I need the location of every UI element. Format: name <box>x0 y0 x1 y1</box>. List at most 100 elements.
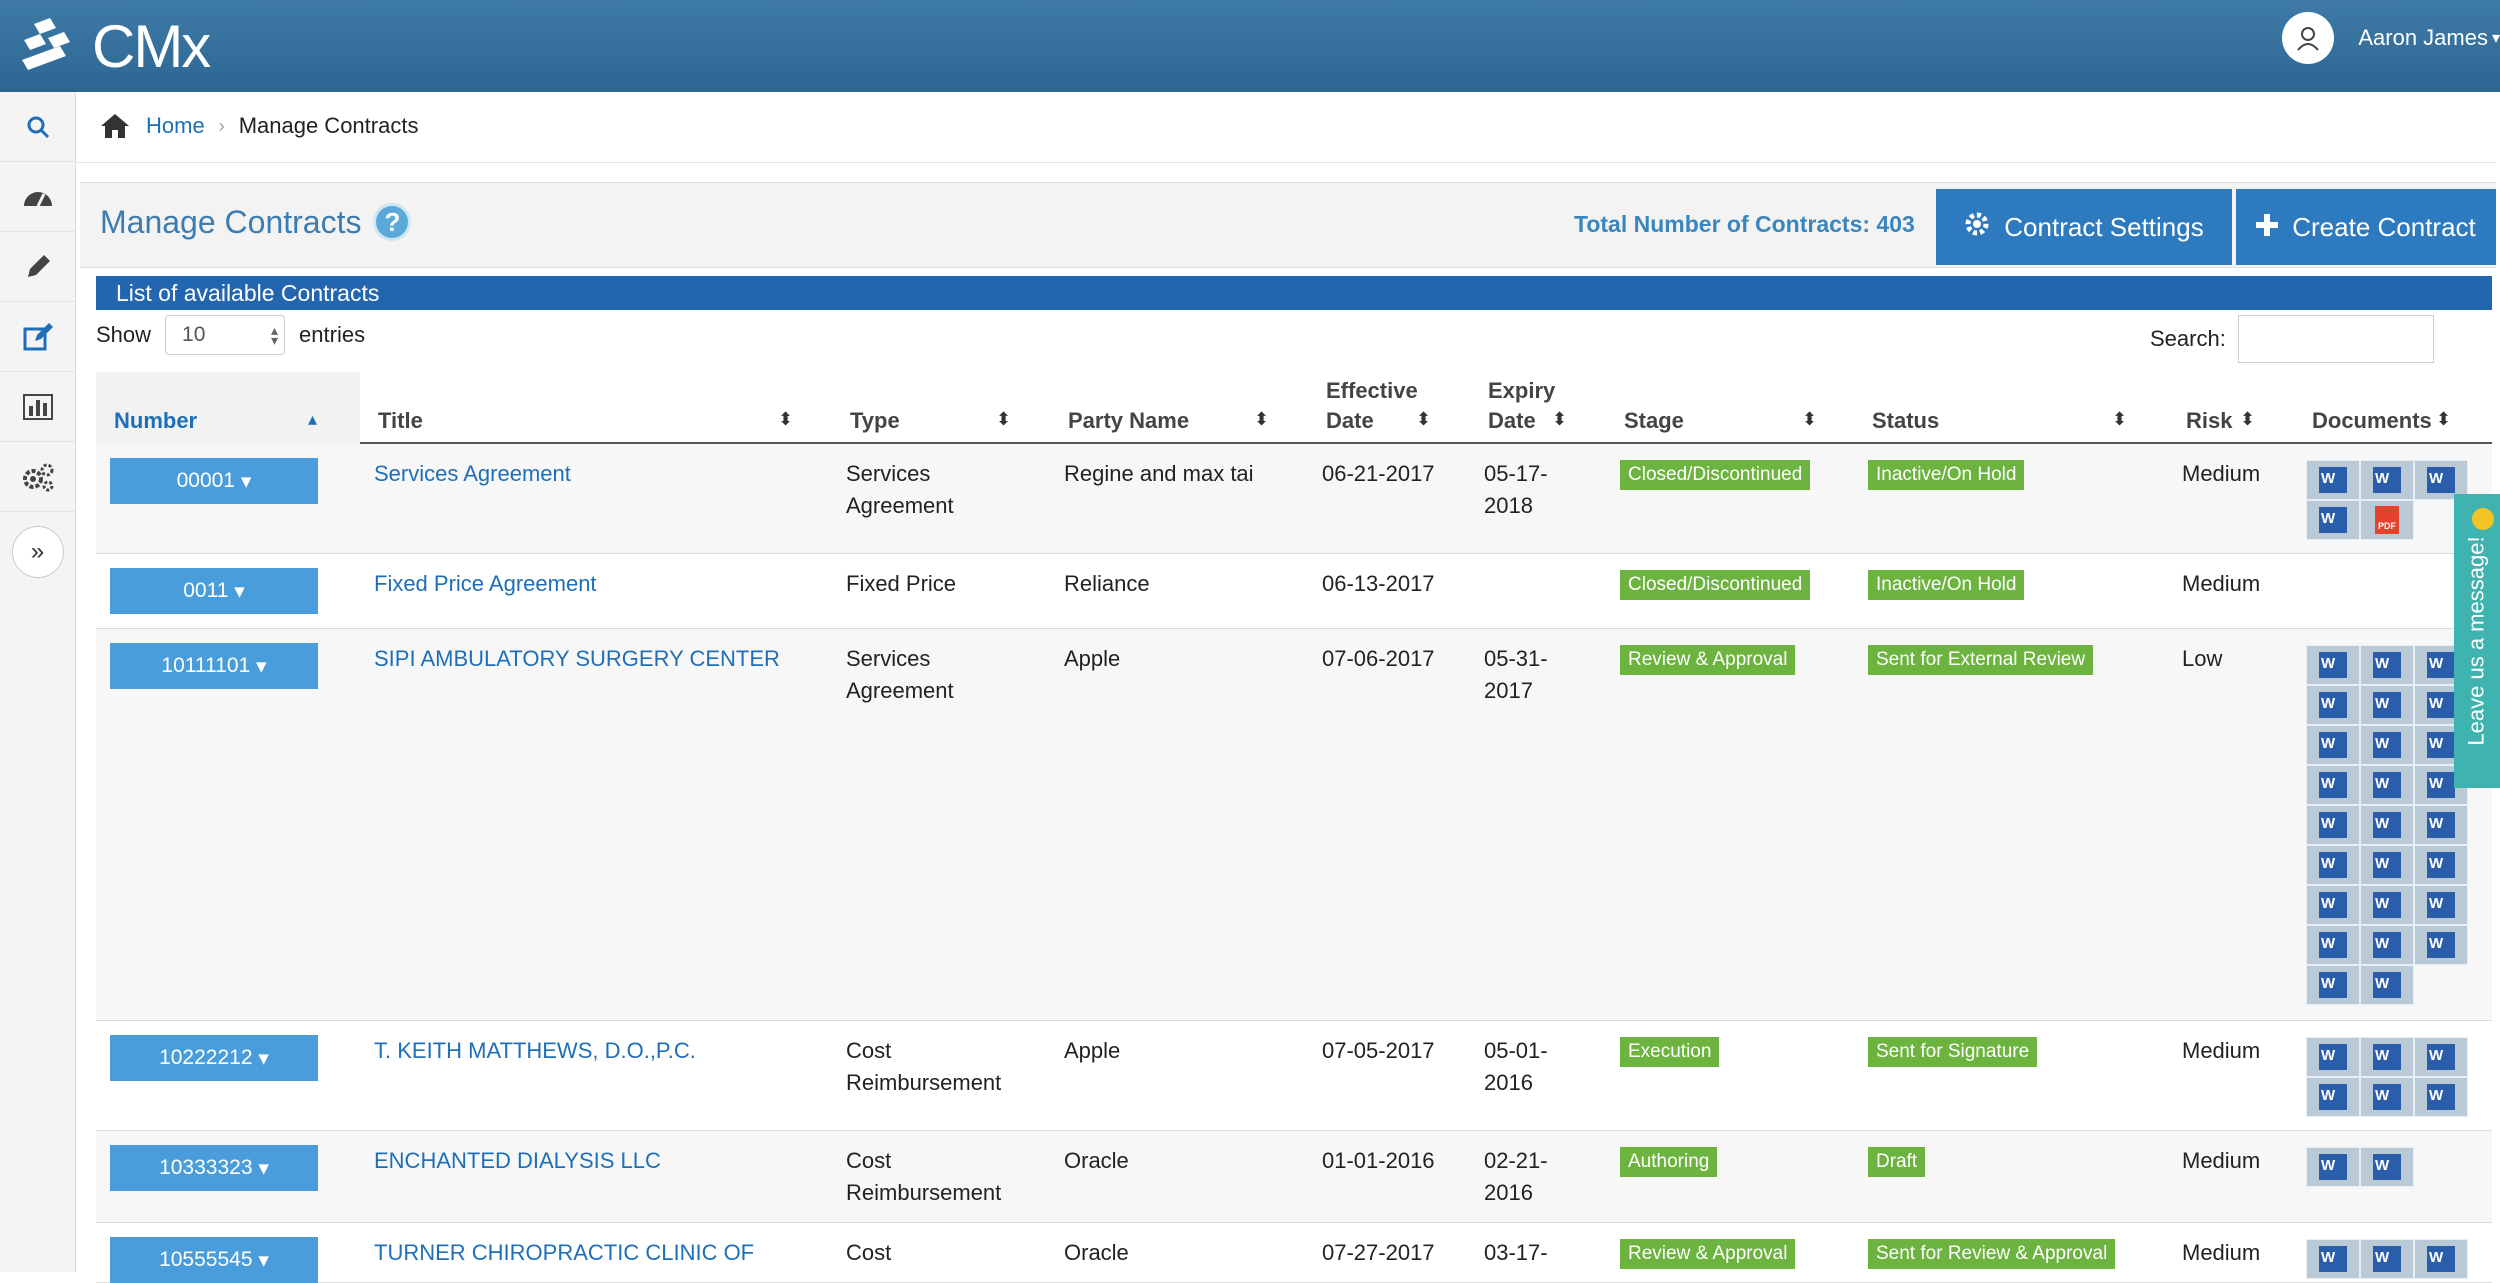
col-type[interactable]: Type <box>850 408 900 433</box>
sidebar-reports[interactable] <box>0 372 76 442</box>
sort-asc-icon[interactable]: ▴ <box>308 409 318 429</box>
table-header: Number ▴ Title ⬍ Type ⬍ Party Name ⬍ Eff… <box>96 372 2492 444</box>
pdf-doc-icon[interactable]: PDF <box>2360 500 2414 540</box>
word-doc-icon[interactable] <box>2360 1077 2414 1117</box>
col-party[interactable]: Party Name <box>1068 408 1190 433</box>
word-doc-icon[interactable] <box>2414 805 2468 845</box>
contract-number-button[interactable]: 10333323 ▾ <box>110 1145 318 1191</box>
col-number[interactable]: Number <box>114 408 198 433</box>
word-doc-icon[interactable] <box>2414 925 2468 965</box>
sidebar-search[interactable] <box>0 92 76 162</box>
col-documents[interactable]: Documents <box>2312 408 2432 433</box>
contract-number-button[interactable]: 00001 ▾ <box>110 458 318 504</box>
table-row: 10555545 ▾ TURNER CHIROPRACTIC CLINIC OF… <box>96 1223 2492 1283</box>
word-doc-icon[interactable] <box>2414 1239 2468 1279</box>
sort-icon[interactable]: ⬍ <box>2112 409 2128 429</box>
search-label: Search: <box>2150 326 2226 351</box>
sort-icon[interactable]: ⬍ <box>996 409 1012 429</box>
word-doc-icon[interactable] <box>2306 885 2360 925</box>
word-doc-icon[interactable] <box>2306 725 2360 765</box>
word-doc-icon[interactable] <box>2360 1147 2414 1187</box>
list-title-bar: List of available Contracts <box>96 276 2492 310</box>
cmx-logo[interactable]: CMx <box>20 10 211 82</box>
word-doc-icon[interactable] <box>2306 685 2360 725</box>
home-icon[interactable] <box>100 113 130 139</box>
word-doc-icon[interactable] <box>2360 965 2414 1005</box>
contract-number-button[interactable]: 0011 ▾ <box>110 568 318 614</box>
sort-icon[interactable]: ⬍ <box>2240 409 2256 429</box>
sidebar-expand-button[interactable]: » <box>11 526 64 578</box>
word-doc-icon[interactable] <box>2306 925 2360 965</box>
word-doc-icon[interactable] <box>2306 965 2360 1005</box>
sort-icon[interactable]: ⬍ <box>1552 409 1568 429</box>
sort-icon[interactable]: ⬍ <box>1416 409 1432 429</box>
sidebar-pencil[interactable] <box>0 232 76 302</box>
gear-icon <box>1964 211 1990 244</box>
contract-title-link[interactable]: Services Agreement <box>374 461 571 486</box>
stage-badge: Execution <box>1620 1037 1720 1067</box>
word-doc-icon[interactable] <box>2306 805 2360 845</box>
word-doc-icon[interactable] <box>2360 885 2414 925</box>
search-input[interactable] <box>2237 315 2434 363</box>
word-doc-icon[interactable] <box>2360 645 2414 685</box>
word-doc-icon[interactable] <box>2414 1037 2468 1077</box>
word-doc-icon[interactable] <box>2306 1147 2360 1187</box>
word-doc-icon[interactable] <box>2414 1077 2468 1117</box>
word-doc-icon[interactable] <box>2414 845 2468 885</box>
page-title: Manage Contracts ? <box>100 203 412 241</box>
word-doc-icon[interactable] <box>2360 925 2414 965</box>
contract-number-button[interactable]: 10555545 ▾ <box>110 1237 318 1283</box>
sort-icon[interactable]: ⬍ <box>1254 409 1270 429</box>
col-title[interactable]: Title <box>378 408 423 433</box>
word-doc-icon[interactable] <box>2360 1037 2414 1077</box>
user-menu[interactable]: Aaron James ▾ <box>2282 8 2500 68</box>
col-stage[interactable]: Stage <box>1624 408 1684 433</box>
word-doc-icon[interactable] <box>2306 845 2360 885</box>
leave-message-tab[interactable]: Leave us a message! <box>2454 494 2500 788</box>
expiry-date-line1: 05-17- <box>1484 461 1548 486</box>
create-contract-button[interactable]: Create Contract <box>2236 189 2496 265</box>
contract-title-link[interactable]: SIPI AMBULATORY SURGERY CENTER <box>374 646 780 671</box>
contract-title-link[interactable]: T. KEITH MATTHEWS, D.O.,P.C. <box>374 1038 696 1063</box>
help-icon[interactable]: ? <box>373 203 412 241</box>
contract-number-button[interactable]: 10111101 ▾ <box>110 643 318 689</box>
contract-settings-button[interactable]: Contract Settings <box>1936 189 2232 265</box>
sidebar-dashboard[interactable] <box>0 162 76 232</box>
col-effective-line2[interactable]: Date <box>1326 408 1374 433</box>
word-doc-icon[interactable] <box>2306 765 2360 805</box>
col-status[interactable]: Status <box>1872 408 1940 433</box>
entries-select[interactable]: 10 ▴ ▾ <box>165 315 286 355</box>
word-doc-icon[interactable] <box>2306 1077 2360 1117</box>
word-doc-icon[interactable] <box>2360 765 2414 805</box>
expiry-date-line1: 03-17- <box>1484 1240 1548 1265</box>
col-risk[interactable]: Risk <box>2186 408 2233 433</box>
contract-number-button[interactable]: 10222212 ▾ <box>110 1035 318 1081</box>
col-expiry-line2[interactable]: Date <box>1488 408 1536 433</box>
word-doc-icon[interactable] <box>2360 1239 2414 1279</box>
word-doc-icon[interactable] <box>2306 1239 2360 1279</box>
word-doc-icon[interactable] <box>2306 645 2360 685</box>
word-doc-icon[interactable] <box>2306 500 2360 540</box>
contract-title-link[interactable]: TURNER CHIROPRACTIC CLINIC OF <box>374 1240 755 1265</box>
sidebar-settings[interactable] <box>0 442 76 512</box>
entries-value: 10 <box>182 323 206 346</box>
word-doc-icon[interactable] <box>2414 885 2468 925</box>
sort-icon[interactable]: ⬍ <box>778 409 794 429</box>
col-expiry-line1[interactable]: Expiry <box>1488 378 1556 403</box>
word-doc-icon[interactable] <box>2360 845 2414 885</box>
word-doc-icon[interactable] <box>2360 725 2414 765</box>
sort-icon[interactable]: ⬍ <box>2436 409 2452 429</box>
sidebar-contracts[interactable] <box>0 302 76 372</box>
breadcrumb-home-link[interactable]: Home <box>146 113 205 138</box>
word-doc-icon[interactable] <box>2414 460 2468 500</box>
contract-title-link[interactable]: Fixed Price Agreement <box>374 571 597 596</box>
word-doc-icon[interactable] <box>2360 685 2414 725</box>
sort-icon[interactable]: ⬍ <box>1802 409 1818 429</box>
word-doc-icon[interactable] <box>2306 460 2360 500</box>
word-doc-icon[interactable] <box>2306 1037 2360 1077</box>
word-doc-icon[interactable] <box>2360 460 2414 500</box>
contract-type-line1: Cost <box>846 1240 892 1265</box>
col-effective-line1[interactable]: Effective <box>1326 378 1418 403</box>
contract-title-link[interactable]: ENCHANTED DIALYSIS LLC <box>374 1148 661 1173</box>
word-doc-icon[interactable] <box>2360 805 2414 845</box>
